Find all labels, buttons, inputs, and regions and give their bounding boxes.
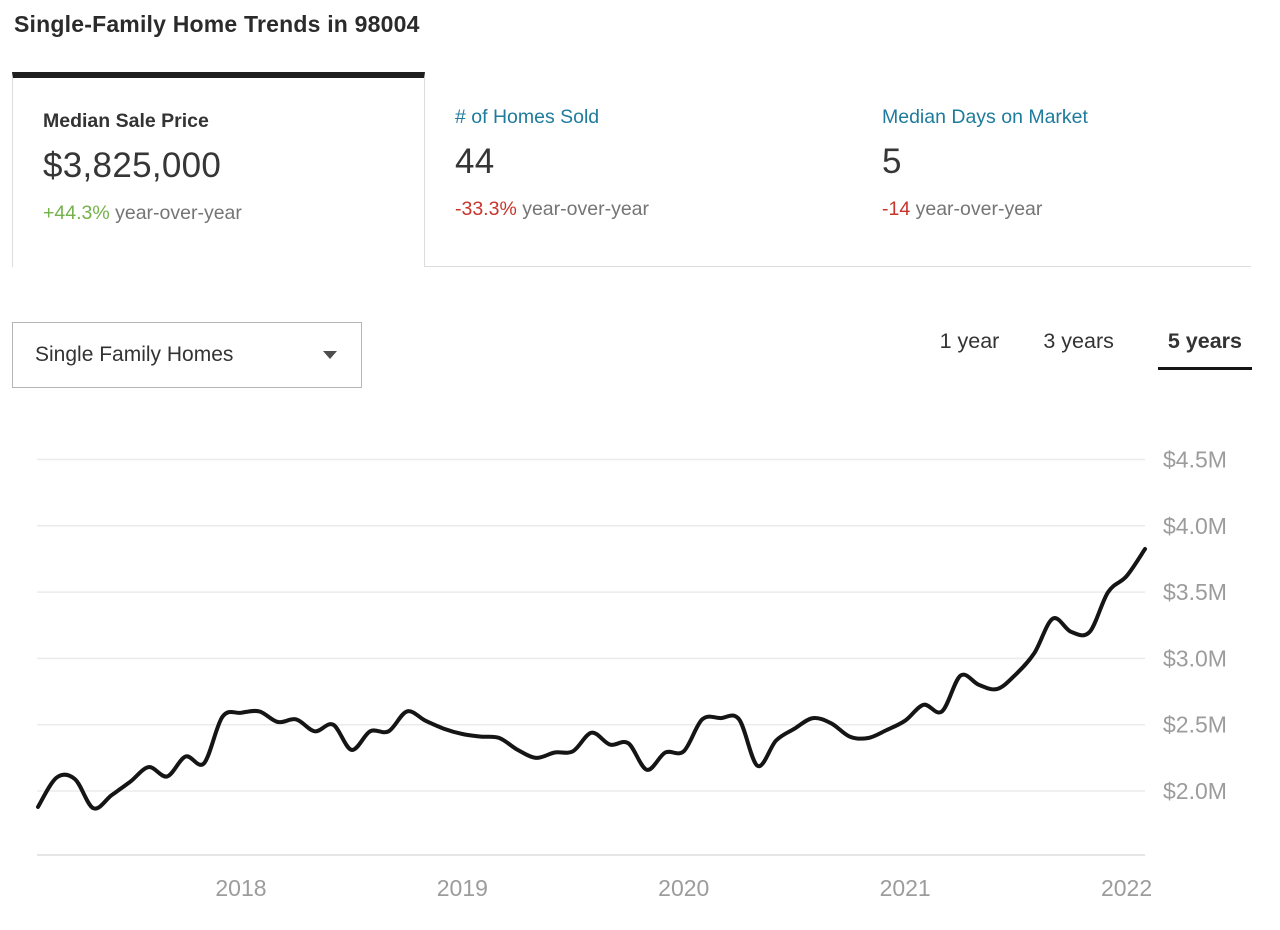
tab-median-sale-price[interactable]: Median Sale Price $3,825,000 +44.3% year…: [12, 72, 425, 267]
tab-value: 44: [455, 142, 495, 181]
tab-label: Median Sale Price: [43, 110, 209, 132]
trend-chart: $2.0M $2.5M $3.0M $3.5M $4.0M $4.5M 2018 2019 20…: [0, 430, 1280, 925]
x-tick-label: 2021: [880, 875, 931, 901]
tab-delta-suffix: year-over-year: [910, 198, 1043, 220]
range-1-year[interactable]: 1 year: [939, 329, 1000, 353]
tab-delta-suffix: year-over-year: [109, 202, 242, 224]
tab-delta: -33.3% year-over-year: [455, 198, 852, 221]
tab-value: $3,825,000: [43, 146, 222, 185]
time-range-selector: 1 year 3 years 5 years: [940, 328, 1252, 370]
tab-delta: +44.3% year-over-year: [43, 202, 424, 225]
x-tick-label: 2018: [215, 875, 266, 901]
y-tick-label: $2.0M: [1163, 778, 1227, 804]
property-type-selected-value: Single Family Homes: [35, 343, 234, 366]
range-3-years[interactable]: 3 years: [1043, 329, 1114, 353]
y-tick-label: $3.5M: [1163, 579, 1227, 605]
range-5-years[interactable]: 5 years: [1157, 328, 1252, 370]
property-type-dropdown[interactable]: Single Family Homes: [12, 322, 362, 388]
tab-value: 5: [882, 142, 902, 181]
trend-chart-plot[interactable]: $2.0M $2.5M $3.0M $3.5M $4.0M $4.5M 2018 2019 20…: [0, 430, 1280, 925]
x-tick-label: 2019: [437, 875, 488, 901]
chevron-down-icon: [323, 351, 337, 359]
y-tick-label: $2.5M: [1163, 712, 1227, 738]
tab-delta-value: -33.3%: [455, 198, 517, 220]
tab-delta-value: -14: [882, 198, 911, 220]
trend-line-path: [36, 547, 1147, 811]
page-title: Single-Family Home Trends in 98004: [14, 11, 420, 37]
tab-median-days-on-market[interactable]: Median Days on Market 5 -14 year-over-ye…: [852, 72, 1251, 267]
stat-tabs: Median Sale Price $3,825,000 +44.3% year…: [12, 72, 1251, 267]
tab-label: Median Days on Market: [882, 106, 1088, 128]
x-tick-label: 2022: [1101, 875, 1152, 901]
y-tick-label: $4.5M: [1163, 447, 1227, 473]
tab-label: # of Homes Sold: [455, 106, 600, 128]
tab-delta: -14 year-over-year: [882, 198, 1251, 221]
y-tick-label: $3.0M: [1163, 645, 1227, 671]
tab-delta-suffix: year-over-year: [516, 198, 650, 220]
tab-delta-value: +44.3%: [43, 202, 110, 224]
y-tick-label: $4.0M: [1163, 513, 1227, 539]
x-tick-label: 2020: [658, 875, 709, 901]
tab-homes-sold[interactable]: # of Homes Sold 44 -33.3% year-over-year: [425, 72, 852, 267]
